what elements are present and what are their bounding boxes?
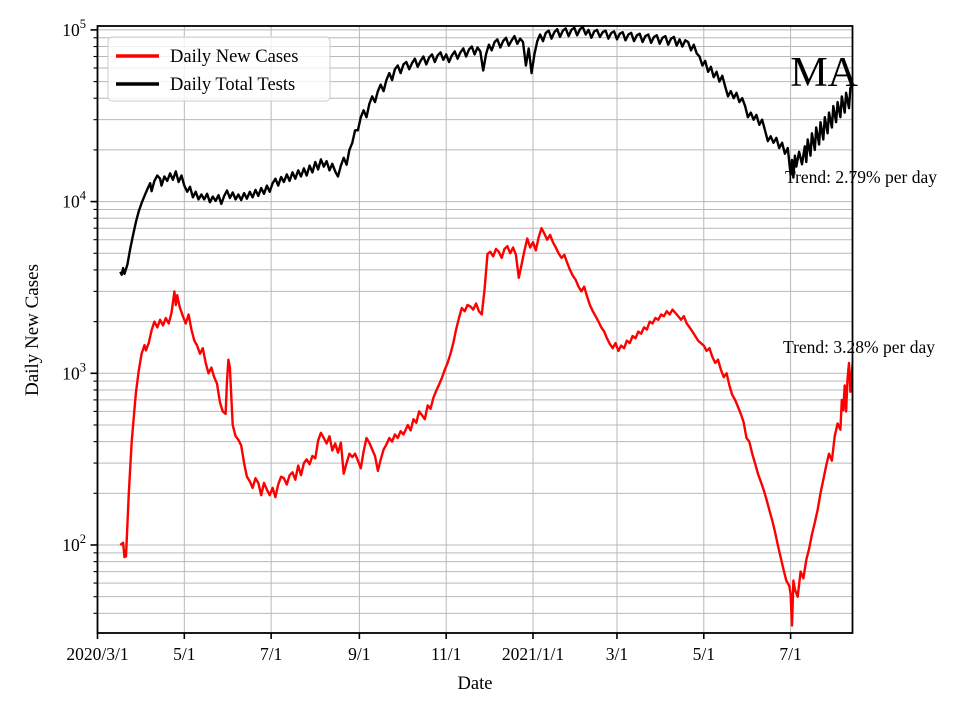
x-tick-label: 5/1 [693, 644, 715, 664]
x-tick-label: 3/1 [606, 644, 628, 664]
plot-border [96, 25, 854, 634]
trend-annotation-tests: Trend: 2.79% per day [785, 167, 937, 187]
series-daily-total-tests [119, 26, 853, 276]
x-axis-title: Date [458, 674, 493, 694]
y-tick-label: 105 [62, 17, 86, 40]
x-tick-label: 2021/1/1 [502, 644, 564, 664]
legend-label-daily-new-cases: Daily New Cases [170, 47, 298, 67]
legend-box [107, 36, 331, 102]
region-label: MA [790, 50, 858, 96]
axis-tick-layer: 2020/3/1 5/1 7/1 9/1 11/1 2021/1/1 3/1 5/1 7/1 10… [62, 17, 802, 664]
trend-annotation-cases: Trend: 3.28% per day [783, 337, 935, 357]
y-tick-label: 103 [62, 360, 86, 383]
x-tick-label: 7/1 [260, 644, 282, 664]
legend-label-daily-total-tests: Daily Total Tests [170, 75, 295, 95]
series-daily-new-cases [119, 226, 853, 627]
series-layer [119, 26, 853, 627]
legend: Daily New Cases Daily Total Tests [107, 36, 331, 102]
x-tick-label: 5/1 [173, 644, 195, 664]
x-tick-label: 7/1 [779, 644, 801, 664]
x-tick-label: 9/1 [348, 644, 370, 664]
y-axis-title: Daily New Cases [22, 264, 43, 396]
grid-layer [97, 26, 853, 633]
y-tick-label: 102 [62, 532, 86, 555]
y-tick-label: 104 [62, 189, 87, 212]
x-tick-label: 11/1 [431, 644, 461, 664]
x-tick-label: 2020/3/1 [66, 644, 128, 664]
